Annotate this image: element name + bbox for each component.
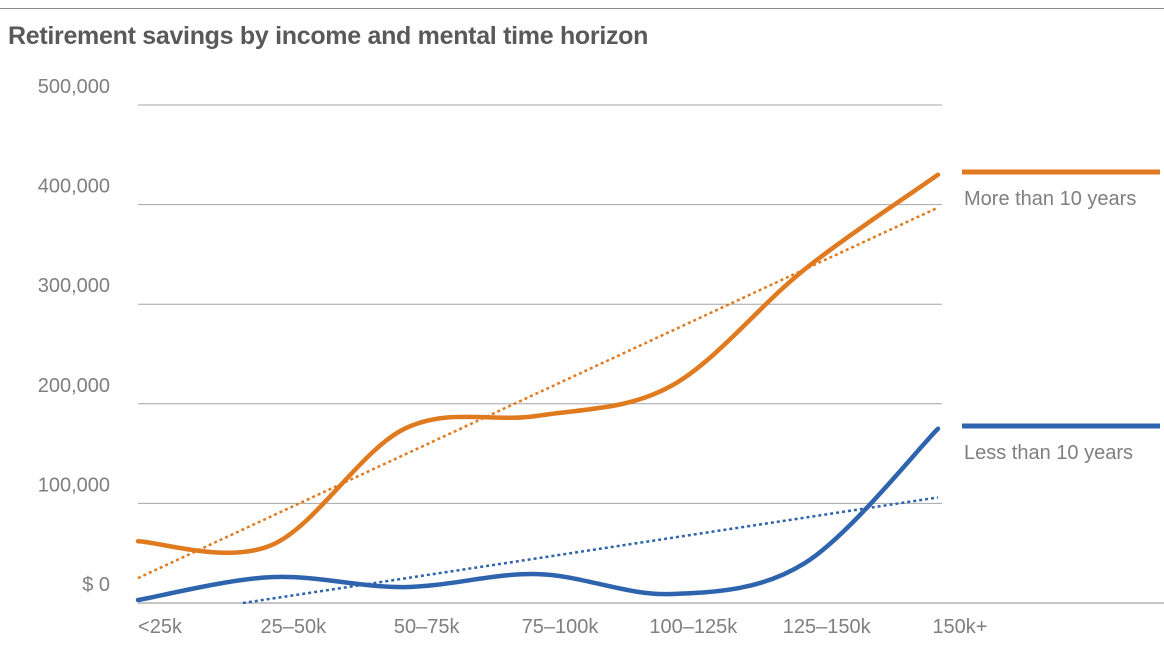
x-tick-label: 150k+ (932, 616, 987, 638)
legend: More than 10 years Less than 10 years (962, 169, 1160, 464)
y-tick-label: 500,000 (38, 76, 110, 98)
y-tick-label: 200,000 (38, 375, 110, 397)
x-tick-label: 100–125k (649, 616, 738, 638)
y-tick-label: 300,000 (38, 275, 110, 297)
x-axis-labels: <25k 25–50k 50–75k 75–100k 100–125k 125–150k 1… (138, 616, 987, 638)
x-tick-label: <25k (138, 616, 183, 638)
y-axis-labels: $ 0 100,000 200,000 300,000 400,000 500,000 (38, 76, 110, 596)
series-lines (135, 172, 941, 603)
legend-label: More than 10 years (964, 188, 1136, 210)
trend-lines (137, 206, 939, 605)
x-tick-label: 50–75k (394, 616, 461, 638)
grid (138, 104, 1164, 604)
x-tick-label: 25–50k (261, 616, 328, 638)
series-line (135, 426, 941, 603)
trend-line (137, 206, 939, 580)
y-tick-label: 100,000 (38, 474, 110, 496)
x-tick-label: 125–150k (783, 616, 872, 638)
x-tick-label: 75–100k (522, 616, 600, 638)
y-tick-label: $ 0 (82, 574, 110, 596)
top-rule (0, 8, 1164, 9)
chart-title: Retirement savings by income and mental … (8, 22, 649, 50)
legend-label: Less than 10 years (964, 442, 1133, 464)
series-line (135, 172, 941, 555)
trend-line (242, 496, 939, 605)
y-tick-label: 400,000 (38, 176, 110, 198)
